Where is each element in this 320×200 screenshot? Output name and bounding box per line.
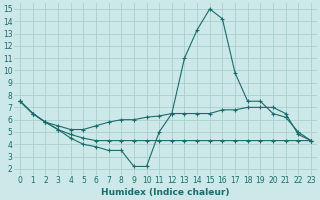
X-axis label: Humidex (Indice chaleur): Humidex (Indice chaleur) (101, 188, 230, 197)
